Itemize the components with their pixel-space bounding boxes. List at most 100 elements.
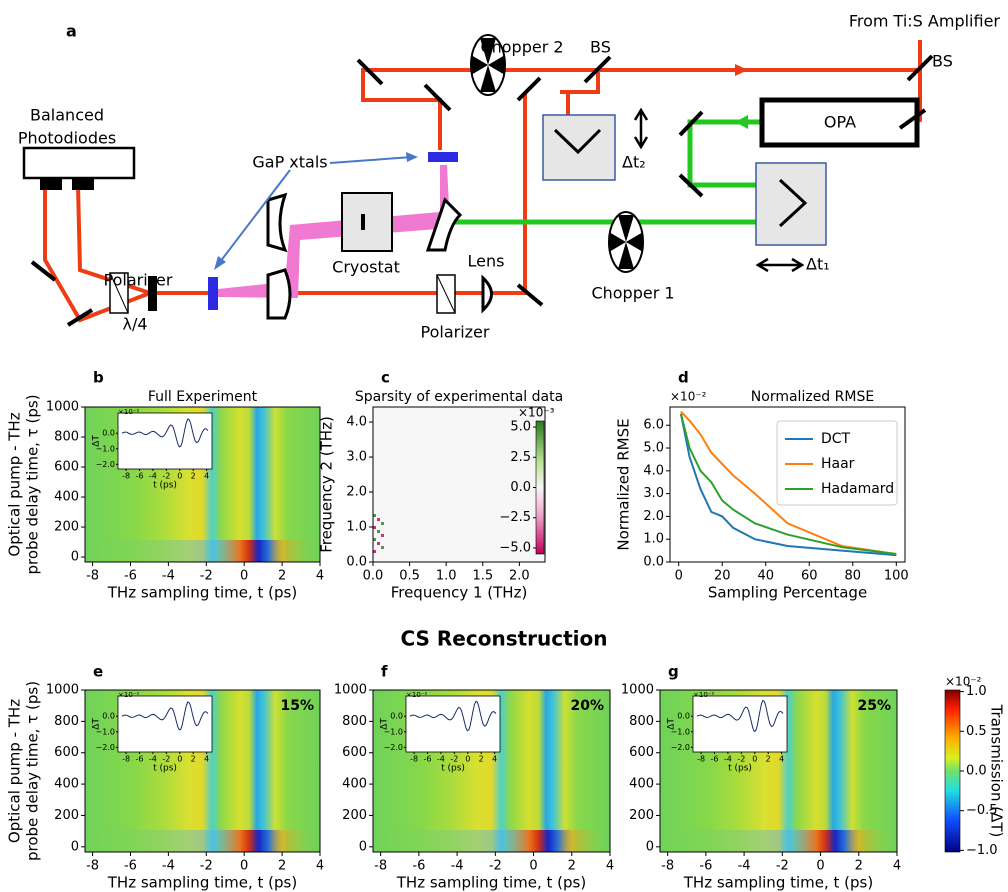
delay-stage (542, 114, 616, 181)
plot-frame (372, 689, 611, 853)
coefficient (381, 546, 384, 549)
label: From Ti:S Amplifier (849, 12, 1001, 31)
label: Δt₂ (622, 153, 646, 172)
colorbar-tick-label: −5.0 (499, 540, 531, 555)
mirrors (30, 54, 934, 327)
y-tick-label: 4.0 (643, 463, 664, 478)
y-axis-label: Optical pump - THz (6, 699, 24, 843)
x-tick-label: -2 (489, 859, 502, 874)
diode (72, 178, 94, 190)
inset-y-tick-label: −1.0 (671, 727, 690, 736)
coefficient (373, 526, 376, 529)
motion-arrow (755, 257, 805, 273)
y-axis-label: Frequency 2 (THz) (318, 416, 336, 553)
x-tick-label: 2.0 (509, 569, 530, 584)
inset-y-label: ΔT (380, 718, 390, 730)
label: OPA (824, 113, 856, 132)
x-tick-label: 80 (845, 569, 862, 584)
inset-frame (117, 695, 213, 753)
inset-y-tick-label: 0.0 (390, 712, 403, 721)
x-tick-label: 2 (855, 859, 863, 874)
x-tick-label: 2 (278, 859, 286, 874)
inset-y-tick-label: −2.0 (96, 743, 115, 752)
chart-title: Sparsity of experimental data (355, 389, 563, 405)
legend-label: Hadamard (821, 481, 894, 497)
y-tick-label: 800 (629, 714, 654, 729)
inset-x-tick-label: -8 (697, 755, 705, 764)
inset-x-tick-label: -4 (149, 755, 157, 764)
y-tick-label: 400 (54, 777, 79, 792)
colorbar (944, 689, 961, 853)
y-tick-label: 200 (342, 808, 367, 823)
inset-x-tick-label: 0 (752, 755, 757, 764)
parabolic-mirror (266, 268, 292, 320)
y-tick-label: 1000 (46, 400, 79, 415)
heatmap-peak (373, 830, 610, 852)
mirror (423, 83, 452, 112)
label: Polarizer (104, 271, 173, 290)
inset-waveform (409, 700, 497, 732)
colorbar-tick-label: −2.5 (499, 510, 531, 525)
colorbar-tick-label: 1.0 (966, 684, 987, 699)
y-tick-label: 800 (54, 714, 79, 729)
gap-crystal (428, 152, 458, 162)
y-tick-label: 200 (54, 808, 79, 823)
y-tick-label: 600 (342, 745, 367, 760)
x-tick-label: 4 (893, 859, 901, 874)
panel-letter: b (93, 369, 104, 387)
y-tick-label: 1.0 (643, 532, 664, 547)
x-axis-label: THz sampling time, t (ps) (107, 874, 297, 892)
polarizer (109, 272, 129, 314)
inset-x-tick-label: -8 (410, 755, 418, 764)
mirror (898, 108, 927, 130)
x-tick-label: 0.0 (363, 569, 384, 584)
inset-y-tick-label: 0.0 (677, 712, 690, 721)
mirror (678, 110, 704, 137)
y-tick-label: 0 (646, 839, 654, 854)
parabolic-mirror (425, 197, 463, 252)
line-series (680, 410, 897, 555)
coefficient (373, 514, 376, 517)
inset-frame (117, 412, 213, 470)
inset-x-tick-label: 0 (177, 755, 182, 764)
mirror (66, 308, 94, 327)
inset-x-tick-label: -6 (135, 472, 143, 481)
legend-label: Haar (821, 456, 855, 472)
colorbar-label: Transmission (ΔT) (988, 704, 1006, 838)
y-axis-label: probe delay time, τ (ps) (24, 394, 42, 574)
setup-diagram: a From Ti:S Amplifier BS BS Chopper 2 OP… (18, 12, 1001, 342)
heatmap-peak (660, 830, 897, 852)
pointer (219, 156, 413, 263)
y-tick-label: 6.0 (643, 418, 664, 433)
colorbar-tick-label: 5.0 (510, 420, 531, 435)
photodiodes (22, 146, 136, 180)
x-tick-label: -4 (451, 859, 464, 874)
inset-x-tick-label: 2 (191, 755, 196, 764)
cryostat (341, 192, 393, 252)
waveplate (148, 276, 157, 311)
inset-x-tick-label: 2 (191, 472, 196, 481)
coefficient (373, 550, 376, 553)
beam-arrow (735, 115, 748, 129)
x-tick-label: 40 (757, 569, 774, 584)
inset-x-label: t (ps) (441, 764, 465, 774)
inset-x-tick-label: 2 (766, 755, 771, 764)
plot-background (373, 407, 545, 562)
inset-y-tick-label: −1.0 (384, 727, 403, 736)
inset-x-tick-label: -2 (162, 472, 170, 481)
x-tick-label: 1.0 (436, 569, 457, 584)
label: Chopper 2 (480, 38, 563, 57)
coefficient (377, 542, 380, 545)
inset-x-tick-label: -8 (122, 472, 130, 481)
inset-x-tick-label: -2 (737, 755, 745, 764)
inset-x-tick-label: -2 (450, 755, 458, 764)
inset-x-label: t (ps) (728, 764, 752, 774)
line-series (679, 413, 897, 555)
label: Balanced (30, 106, 104, 125)
inset-waveform (696, 699, 784, 733)
y-tick-label: 3.0 (346, 450, 367, 465)
inset-x-label: t (ps) (153, 764, 177, 774)
y-tick-label: 200 (54, 520, 79, 535)
motion-arrow (633, 107, 649, 150)
inset-x-tick-label: 0 (465, 755, 470, 764)
